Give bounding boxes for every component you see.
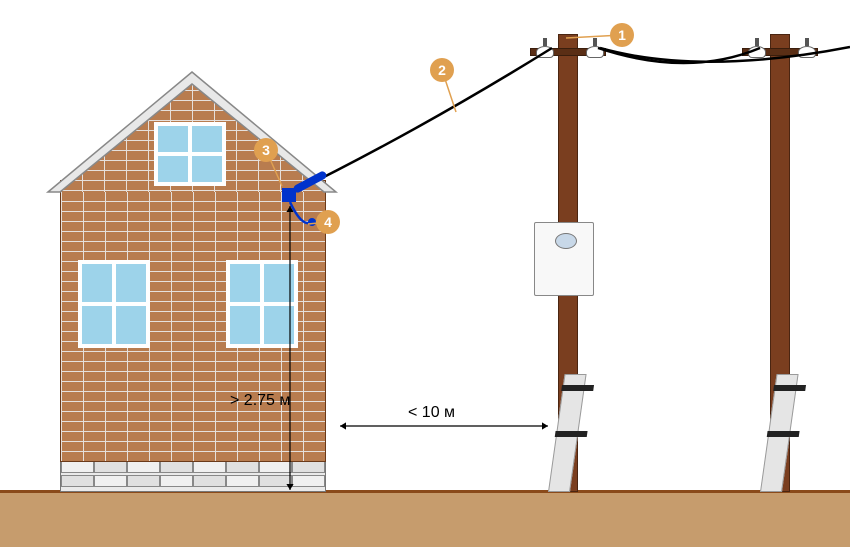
- service-drop: [290, 48, 552, 194]
- callout-4: 4: [316, 210, 340, 234]
- pole-1-support: [548, 374, 587, 492]
- wire-span: [598, 48, 760, 63]
- window-2: [226, 260, 298, 348]
- pole-1-band-2: [555, 431, 588, 437]
- callout-3: 3: [254, 138, 278, 162]
- pole-2-insulator-2: [798, 38, 816, 58]
- pole-1-band-1: [561, 385, 594, 391]
- window-1: [78, 260, 150, 348]
- meter-display: [555, 233, 577, 249]
- callout-1: 1: [610, 23, 634, 47]
- window-3: [154, 122, 226, 186]
- pole-2-band-2: [767, 431, 800, 437]
- pole-2-support: [760, 374, 799, 492]
- dim-height-label: > 2.75 м: [230, 392, 290, 410]
- dim-distance-label: < 10 м: [408, 404, 455, 422]
- pole-1-insulator-1: [536, 38, 554, 58]
- ground: [0, 490, 850, 547]
- house-foundation: [60, 460, 326, 492]
- pole-1-insulator-2: [586, 38, 604, 58]
- callout-2: 2: [430, 58, 454, 82]
- pole-2-band-1: [773, 385, 806, 391]
- meter-box: [534, 222, 594, 296]
- pole-2-insulator-1: [748, 38, 766, 58]
